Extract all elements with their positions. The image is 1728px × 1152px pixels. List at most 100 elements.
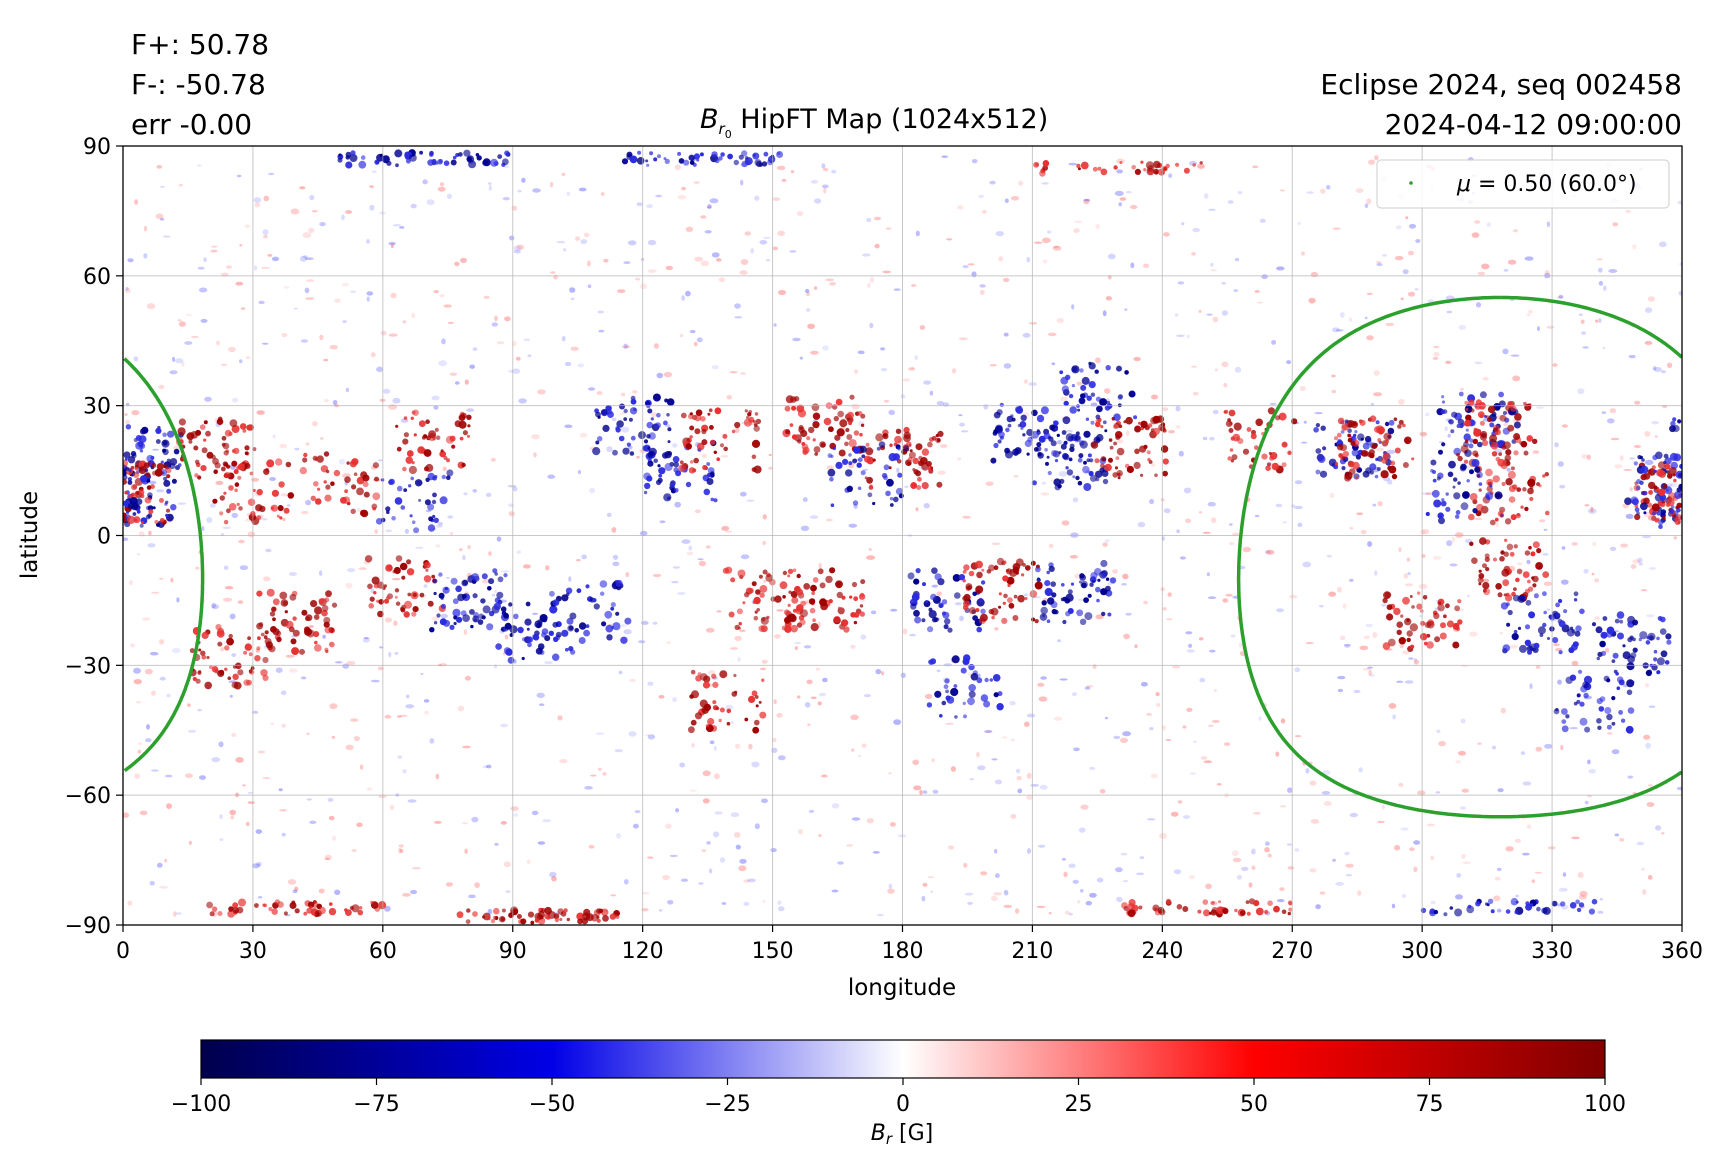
field-mark-negative xyxy=(830,503,835,508)
field-mark-positive xyxy=(428,430,437,439)
speckle-positive xyxy=(1357,890,1362,896)
field-mark-positive xyxy=(609,913,617,920)
field-mark-negative xyxy=(1635,485,1641,491)
field-mark-positive xyxy=(177,427,186,436)
field-mark-negative xyxy=(1665,633,1672,640)
field-mark-negative xyxy=(857,457,863,463)
field-mark-negative xyxy=(375,160,380,165)
field-mark-negative xyxy=(1678,483,1682,490)
speckle-positive xyxy=(729,647,739,650)
speckle-negative xyxy=(1455,894,1463,900)
speckle-negative xyxy=(511,368,521,375)
speckle-negative xyxy=(1658,241,1667,248)
field-mark-positive xyxy=(1246,427,1252,432)
speckle-negative xyxy=(978,194,985,199)
speckle-positive xyxy=(762,540,767,546)
field-mark-positive xyxy=(1507,424,1515,432)
colorbar-tick-label: 75 xyxy=(1416,1092,1444,1117)
field-mark-negative xyxy=(1088,361,1092,366)
field-mark-negative xyxy=(1459,424,1464,429)
field-mark-positive xyxy=(288,626,295,633)
speckle-negative xyxy=(1083,198,1091,202)
field-mark-positive xyxy=(1182,906,1189,912)
field-mark-positive xyxy=(728,611,735,618)
speckle-positive xyxy=(229,809,236,816)
field-mark-positive xyxy=(1514,413,1522,421)
field-mark-positive xyxy=(1398,419,1404,425)
field-mark-negative xyxy=(666,398,675,406)
speckle-negative xyxy=(258,300,265,305)
field-mark-negative xyxy=(1584,726,1591,733)
field-mark-positive xyxy=(760,616,769,625)
speckle-negative xyxy=(211,602,216,609)
speckle-positive xyxy=(1619,838,1625,842)
speckle-negative xyxy=(304,287,310,294)
speckle-negative xyxy=(1402,893,1407,899)
speckle-negative xyxy=(1185,631,1193,635)
field-mark-positive xyxy=(356,476,365,485)
field-mark-negative xyxy=(1551,900,1558,907)
field-mark-positive xyxy=(577,918,583,925)
field-mark-positive xyxy=(1233,422,1242,431)
field-mark-negative xyxy=(827,453,833,458)
field-mark-negative xyxy=(482,605,491,614)
field-mark-negative xyxy=(1622,644,1626,648)
colorbar-tick-label: 100 xyxy=(1584,1092,1626,1117)
speckle-positive xyxy=(1214,368,1218,372)
field-mark-positive xyxy=(1542,571,1550,578)
speckle-positive xyxy=(463,629,468,636)
field-mark-positive xyxy=(796,404,805,413)
field-mark-positive xyxy=(133,471,140,478)
field-mark-negative xyxy=(1085,417,1090,421)
field-mark-positive xyxy=(351,904,360,913)
field-mark-positive xyxy=(1483,588,1491,596)
speckle-positive xyxy=(931,758,935,763)
speckle-positive xyxy=(705,627,715,633)
field-mark-positive xyxy=(1397,424,1402,429)
field-mark-positive xyxy=(1031,617,1036,622)
field-mark-negative xyxy=(1061,385,1070,393)
field-mark-negative xyxy=(1433,499,1442,508)
field-mark-positive xyxy=(1673,478,1677,483)
field-mark-negative xyxy=(1611,659,1616,663)
speckle-positive xyxy=(393,620,398,626)
speckle-positive xyxy=(431,616,440,621)
field-mark-positive xyxy=(424,561,431,569)
y-tick-label: 60 xyxy=(83,265,111,290)
field-mark-negative xyxy=(885,490,891,497)
field-mark-positive xyxy=(178,418,186,426)
speckle-negative xyxy=(407,799,417,803)
speckle-positive xyxy=(1063,871,1068,878)
speckle-positive xyxy=(1133,356,1141,362)
field-mark-negative xyxy=(162,432,167,438)
speckle-negative xyxy=(1637,557,1643,563)
field-mark-positive xyxy=(228,633,233,639)
speckle-positive xyxy=(350,718,359,722)
field-mark-positive xyxy=(1154,473,1158,478)
field-mark-positive xyxy=(226,508,231,514)
field-mark-negative xyxy=(432,492,437,498)
field-mark-positive xyxy=(700,416,706,422)
speckle-negative xyxy=(184,341,193,345)
speckle-positive xyxy=(1308,297,1316,304)
field-mark-positive xyxy=(356,487,364,496)
field-mark-negative xyxy=(1354,430,1358,434)
field-mark-positive xyxy=(1393,607,1401,616)
speckle-negative xyxy=(423,699,430,703)
speckle-positive xyxy=(346,660,356,666)
speckle-positive xyxy=(397,715,402,718)
speckle-negative xyxy=(888,883,893,889)
field-mark-negative xyxy=(1670,505,1675,509)
field-mark-positive xyxy=(917,476,922,482)
speckle-positive xyxy=(768,453,772,457)
speckle-negative xyxy=(1374,570,1378,576)
speckle-negative xyxy=(989,180,996,185)
field-mark-positive xyxy=(138,466,147,475)
field-mark-positive xyxy=(1267,407,1275,415)
speckle-positive xyxy=(1186,707,1193,713)
field-mark-positive xyxy=(1498,452,1503,456)
field-mark-positive xyxy=(895,428,902,434)
field-mark-negative xyxy=(569,649,576,655)
speckle-negative xyxy=(1381,254,1388,257)
speckle-negative xyxy=(1125,191,1132,194)
